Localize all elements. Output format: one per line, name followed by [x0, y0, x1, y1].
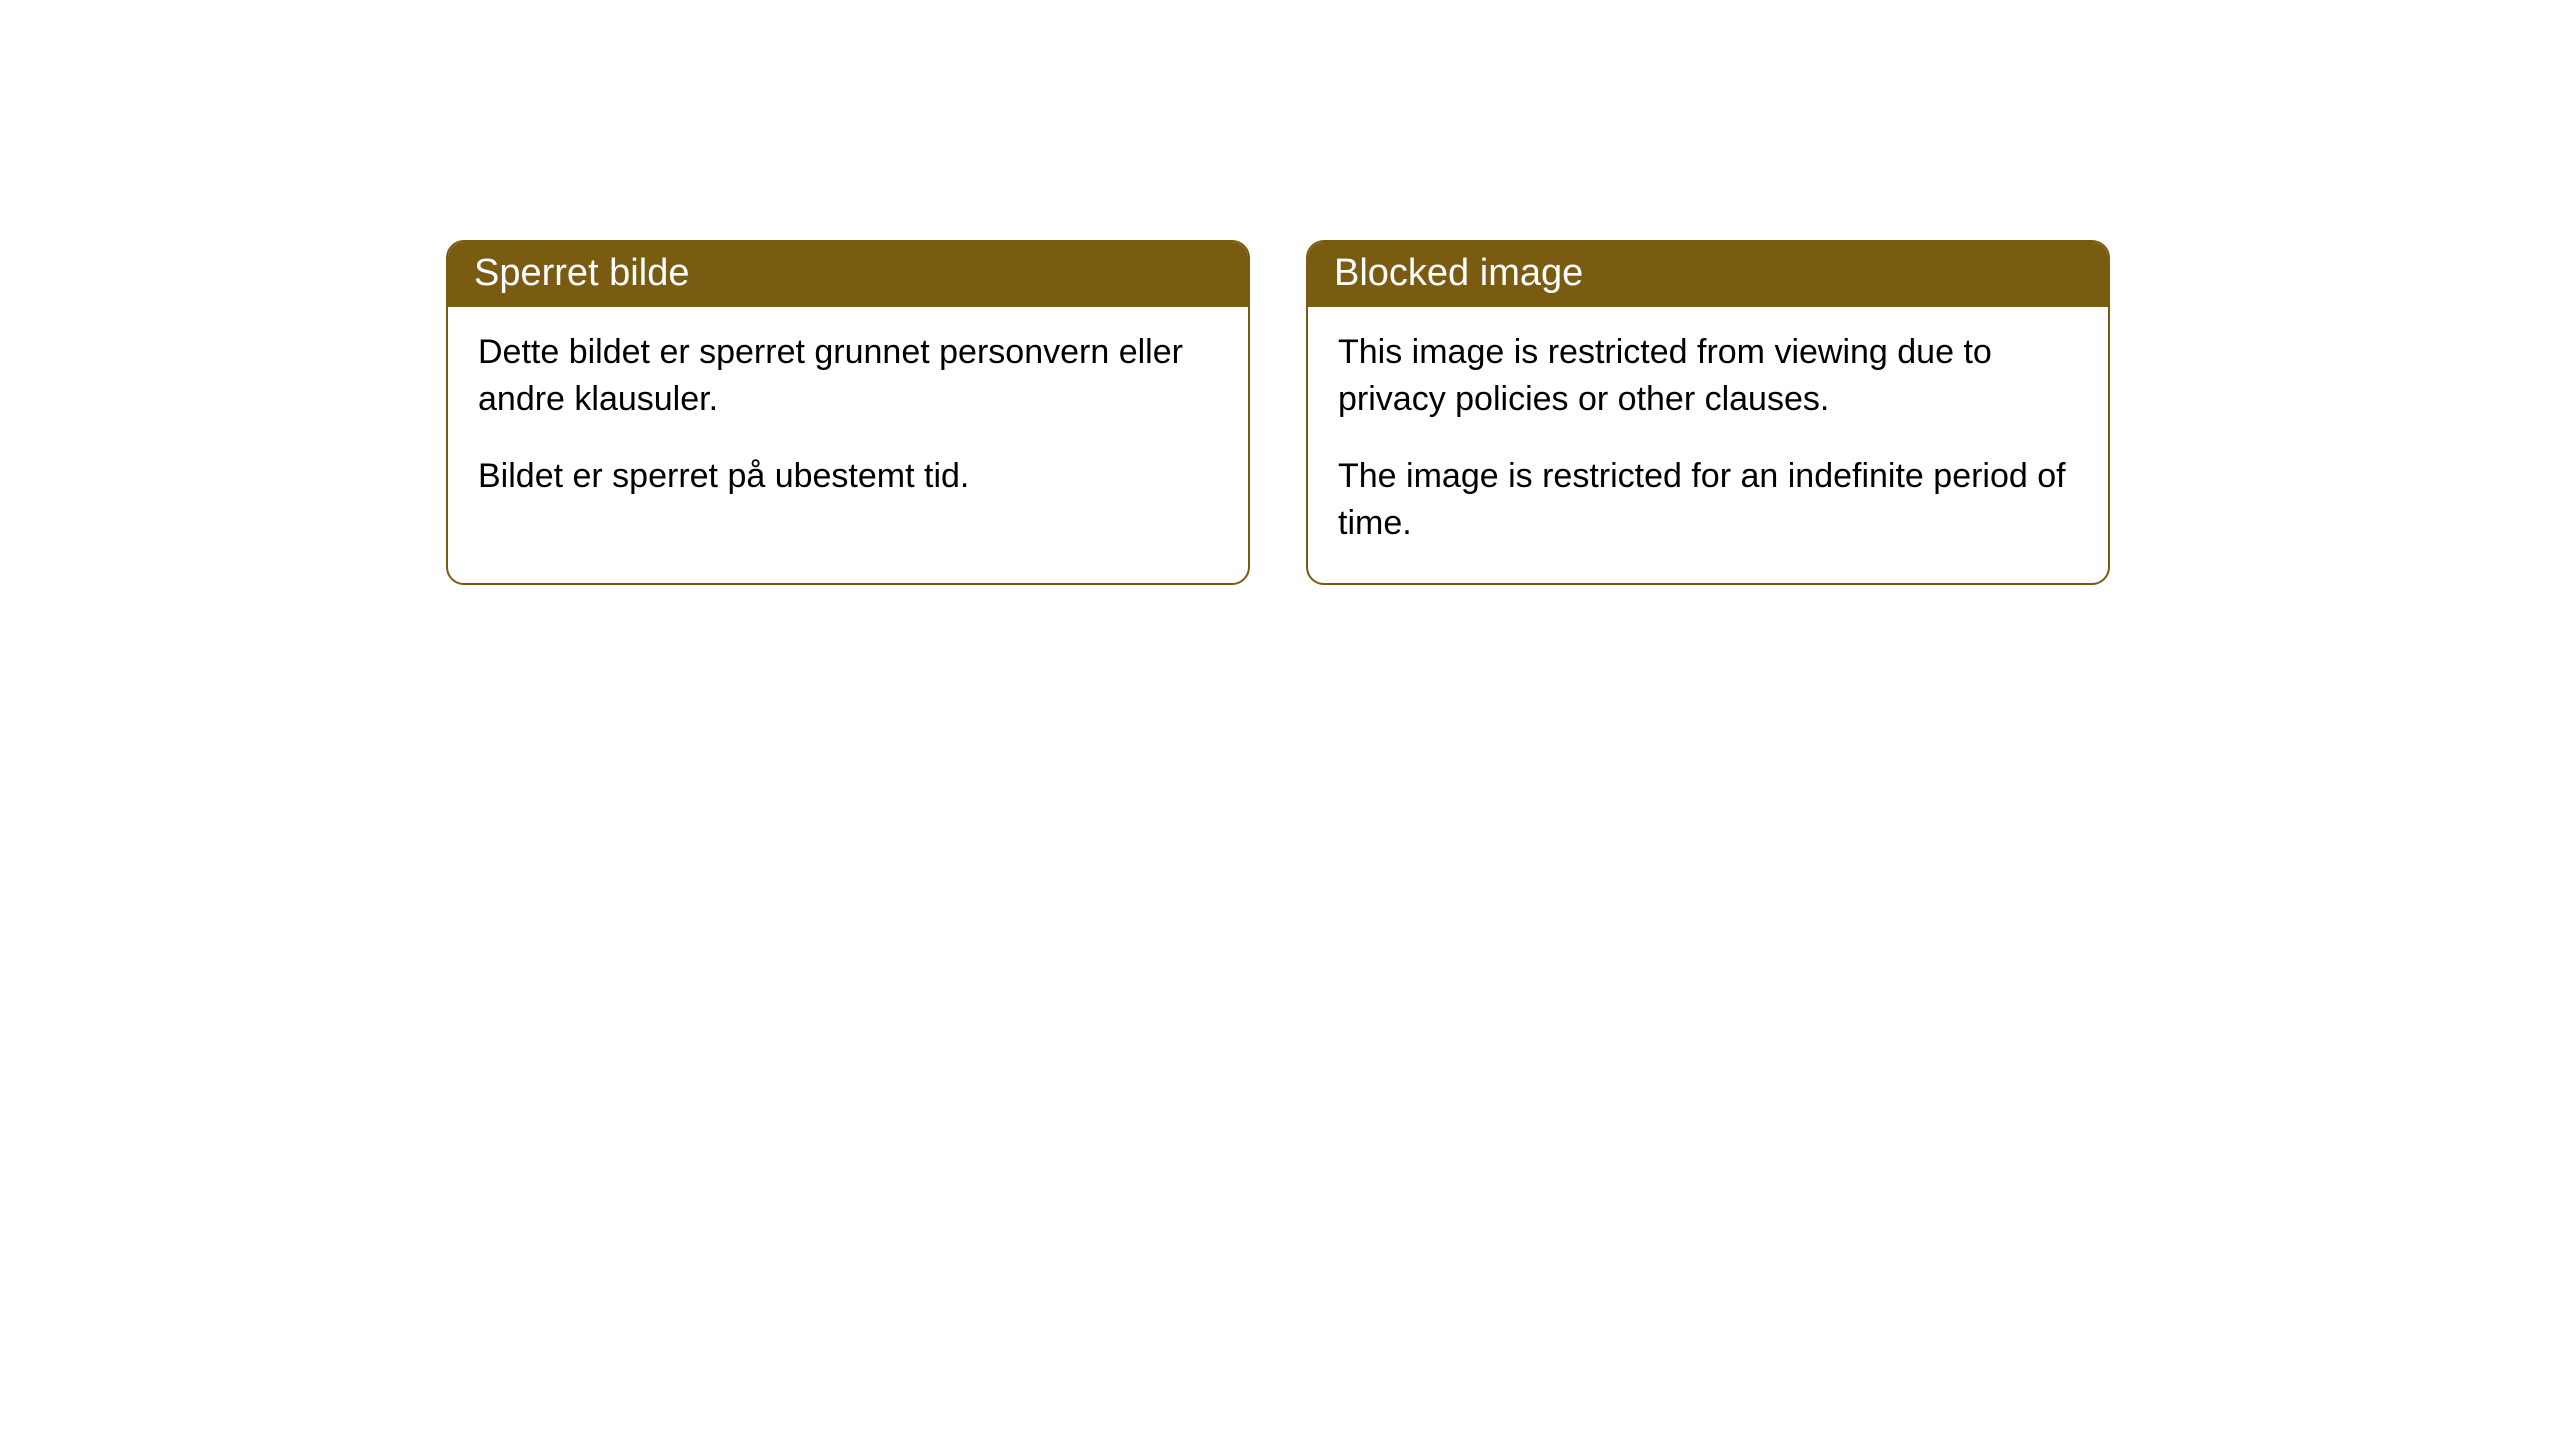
- card-paragraph: This image is restricted from viewing du…: [1338, 329, 2078, 423]
- card-title: Sperret bilde: [448, 242, 1248, 307]
- card-paragraph: Dette bildet er sperret grunnet personve…: [478, 329, 1218, 423]
- card-paragraph: Bildet er sperret på ubestemt tid.: [478, 453, 1218, 500]
- notice-container: Sperret bilde Dette bildet er sperret gr…: [0, 0, 2560, 585]
- card-title: Blocked image: [1308, 242, 2108, 307]
- card-body: This image is restricted from viewing du…: [1308, 307, 2108, 583]
- card-paragraph: The image is restricted for an indefinit…: [1338, 453, 2078, 547]
- blocked-image-card-english: Blocked image This image is restricted f…: [1306, 240, 2110, 585]
- card-body: Dette bildet er sperret grunnet personve…: [448, 307, 1248, 536]
- blocked-image-card-norwegian: Sperret bilde Dette bildet er sperret gr…: [446, 240, 1250, 585]
